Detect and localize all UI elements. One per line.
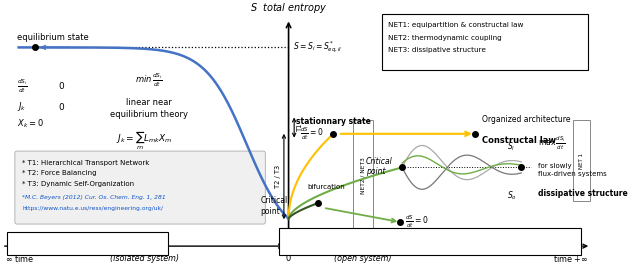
Text: dissipative structure: dissipative structure bbox=[538, 189, 628, 198]
Text: for slowly: for slowly bbox=[538, 163, 571, 169]
Text: $S_i$: $S_i$ bbox=[507, 140, 515, 153]
Text: * T2: Force Balancing: * T2: Force Balancing bbox=[22, 170, 97, 176]
Text: NET3: dissipative structure: NET3: dissipative structure bbox=[388, 48, 486, 54]
Text: $min\,\frac{dS_i}{dt}$: $min\,\frac{dS_i}{dt}$ bbox=[135, 71, 163, 89]
Text: $\max\,\frac{dS_i}{dt}$: $\max\,\frac{dS_i}{dt}$ bbox=[538, 135, 566, 152]
Text: $S = S_i = S^*_{eq,il}$: $S = S_i = S^*_{eq,il}$ bbox=[293, 40, 343, 55]
FancyBboxPatch shape bbox=[279, 228, 581, 255]
Text: $J_k = \sum_{m} L_{mk} X_{m}$: $J_k = \sum_{m} L_{mk} X_{m}$ bbox=[116, 129, 173, 152]
Text: T2 / T3: T2 / T3 bbox=[275, 164, 282, 188]
Text: $X_k = 0$: $X_k = 0$ bbox=[17, 118, 43, 130]
Text: Critical
point: Critical point bbox=[261, 196, 288, 216]
Text: NET2: thermodynamic coupling: NET2: thermodynamic coupling bbox=[388, 35, 502, 41]
Text: * T3: Dynamic Self-Organization: * T3: Dynamic Self-Organization bbox=[22, 181, 134, 187]
Text: linear near: linear near bbox=[126, 98, 172, 107]
Text: NET 1: NET 1 bbox=[579, 153, 584, 169]
FancyBboxPatch shape bbox=[382, 14, 589, 70]
Text: Organized architecture: Organized architecture bbox=[482, 115, 571, 124]
FancyBboxPatch shape bbox=[353, 120, 373, 233]
Text: equilibrium theory: equilibrium theory bbox=[110, 110, 188, 119]
Text: 0: 0 bbox=[286, 254, 291, 263]
Text: https://www.natu.e.us/ress/engineering.org/uk/: https://www.natu.e.us/ress/engineering.o… bbox=[22, 206, 163, 211]
FancyBboxPatch shape bbox=[8, 232, 168, 255]
Text: $\frac{dS_i}{dt}$: $\frac{dS_i}{dt}$ bbox=[17, 77, 27, 94]
Text: $0$: $0$ bbox=[58, 80, 65, 91]
Text: Constructal law: Constructal law bbox=[482, 136, 556, 145]
Text: (open system): (open system) bbox=[334, 254, 392, 263]
Text: $0$: $0$ bbox=[58, 102, 65, 112]
Text: bifurcation: bifurcation bbox=[307, 184, 345, 190]
Text: T1: T1 bbox=[297, 123, 303, 131]
Text: $\frac{dS}{dt} = \frac{dS_e}{dt} + \frac{dS_i}{dt}$  &  $\frac{dS_i}{dt} = \sum_: $\frac{dS}{dt} = \frac{dS_e}{dt} + \frac… bbox=[379, 230, 482, 253]
Text: $J_k$: $J_k$ bbox=[17, 100, 26, 113]
Text: $S$  total entropy: $S$ total entropy bbox=[250, 1, 327, 15]
Text: stationnary state: stationnary state bbox=[296, 117, 371, 126]
Text: NET1: equipartition & constructal law: NET1: equipartition & constructal law bbox=[388, 22, 524, 28]
Text: *M.C. Beyers (2012) Cur. Os. Chem. Eng. 1, 281: *M.C. Beyers (2012) Cur. Os. Chem. Eng. … bbox=[22, 195, 166, 200]
Text: $\max S_i \leftrightarrow dS_i \geq 0$: $\max S_i \leftrightarrow dS_i \geq 0$ bbox=[56, 237, 118, 250]
Text: NET2 / NET3: NET2 / NET3 bbox=[361, 158, 366, 194]
FancyBboxPatch shape bbox=[15, 151, 265, 224]
FancyBboxPatch shape bbox=[573, 120, 590, 201]
Text: $\frac{dS}{dt} = 0$: $\frac{dS}{dt} = 0$ bbox=[405, 214, 428, 230]
Text: $S_o$: $S_o$ bbox=[507, 190, 517, 203]
Text: * T1: Hierarchical Transport Network: * T1: Hierarchical Transport Network bbox=[22, 160, 150, 166]
Text: equilibrium state: equilibrium state bbox=[17, 33, 89, 42]
Text: flux-driven systems: flux-driven systems bbox=[538, 171, 607, 177]
Text: $\infty$ time: $\infty$ time bbox=[4, 253, 34, 264]
Text: (isolated system): (isolated system) bbox=[110, 254, 179, 263]
Text: $\frac{dS}{dt} = 0$: $\frac{dS}{dt} = 0$ bbox=[300, 126, 323, 142]
Text: time $+\infty$: time $+\infty$ bbox=[554, 253, 589, 264]
Text: Critical
point: Critical point bbox=[366, 157, 392, 176]
